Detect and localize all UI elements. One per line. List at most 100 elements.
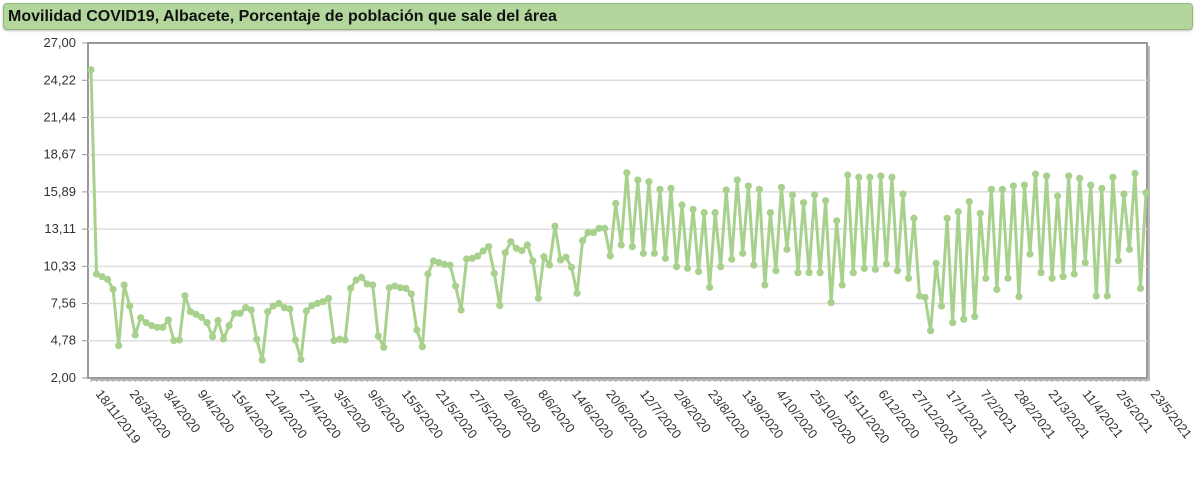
data-point <box>694 268 703 276</box>
data-point <box>661 254 670 262</box>
data-point <box>1054 192 1062 200</box>
data-point <box>485 243 493 251</box>
data-point <box>921 293 929 301</box>
data-point <box>700 209 708 217</box>
data-point <box>772 267 780 275</box>
data-point <box>380 343 388 351</box>
data-point <box>175 336 183 344</box>
data-point <box>324 294 333 303</box>
data-point <box>457 306 465 314</box>
data-point <box>601 224 609 232</box>
data-point <box>523 241 531 249</box>
data-point <box>567 263 576 271</box>
data-point <box>783 245 791 253</box>
y-tick-label: 7,56 <box>51 295 76 310</box>
data-point <box>987 185 995 193</box>
data-point <box>1092 292 1100 300</box>
data-point <box>949 319 957 327</box>
data-point <box>650 249 659 257</box>
data-point <box>667 184 675 192</box>
data-point <box>142 319 150 327</box>
data-point <box>153 323 161 331</box>
data-point <box>197 313 206 321</box>
data-point <box>882 260 890 268</box>
data-point <box>253 335 261 343</box>
data-point <box>827 299 835 307</box>
data-point <box>728 255 736 263</box>
data-point <box>833 217 841 225</box>
data-point <box>313 299 322 307</box>
data-point <box>639 249 647 257</box>
data-point <box>960 315 968 323</box>
data-point <box>971 313 979 321</box>
data-point <box>446 261 454 269</box>
y-tick-label: 2,00 <box>51 370 76 385</box>
data-point <box>706 283 714 291</box>
data-point <box>208 333 217 341</box>
data-point <box>584 229 592 237</box>
data-point <box>302 307 311 315</box>
data-point <box>247 306 255 314</box>
data-point <box>1136 284 1145 292</box>
data-point <box>352 276 360 284</box>
x-tick-label: 23/5/2021 <box>1148 387 1195 442</box>
data-point <box>938 302 946 310</box>
data-point <box>358 273 366 281</box>
data-point <box>468 254 476 262</box>
data-point <box>297 355 305 363</box>
data-point <box>799 199 808 207</box>
data-point <box>755 185 763 193</box>
data-point <box>562 253 570 261</box>
data-point <box>634 176 642 184</box>
data-point <box>628 243 636 251</box>
data-point <box>440 260 449 268</box>
data-point <box>860 264 868 272</box>
data-point <box>1009 182 1018 190</box>
data-point <box>512 244 520 252</box>
data-point <box>844 171 852 179</box>
data-point <box>363 280 371 288</box>
data-point <box>926 327 935 335</box>
data-point <box>474 252 482 260</box>
data-point <box>126 302 134 310</box>
data-point <box>1103 292 1111 300</box>
data-point <box>998 185 1006 193</box>
data-point <box>418 343 427 351</box>
data-point <box>1098 184 1106 192</box>
data-point <box>739 249 747 257</box>
data-point <box>1120 190 1128 198</box>
data-point <box>529 257 537 265</box>
data-point <box>490 269 498 277</box>
data-point <box>573 289 581 297</box>
data-point <box>794 269 802 277</box>
data-point <box>1004 274 1012 282</box>
data-point <box>910 214 918 222</box>
data-point <box>766 209 774 217</box>
data-point <box>993 285 1001 294</box>
data-point <box>810 191 819 199</box>
data-point <box>385 284 393 292</box>
data-point <box>170 337 178 345</box>
data-point <box>501 249 509 257</box>
data-point <box>435 259 443 267</box>
data-point <box>424 270 432 278</box>
data-point <box>347 284 355 292</box>
y-tick-label: 21,44 <box>43 110 76 125</box>
data-point <box>1142 189 1150 197</box>
data-point <box>407 290 415 298</box>
data-point <box>623 169 631 177</box>
data-point <box>888 173 896 181</box>
data-point <box>1070 270 1078 278</box>
data-point <box>164 316 172 324</box>
data-point <box>225 322 233 330</box>
data-point <box>1015 293 1023 301</box>
data-point <box>777 183 786 191</box>
data-point <box>402 284 410 292</box>
data-point <box>413 326 421 334</box>
data-point <box>822 197 830 205</box>
data-point <box>1081 259 1089 267</box>
data-point <box>904 274 913 282</box>
data-point <box>1076 174 1084 182</box>
data-point <box>578 237 587 245</box>
data-point <box>1048 274 1056 282</box>
